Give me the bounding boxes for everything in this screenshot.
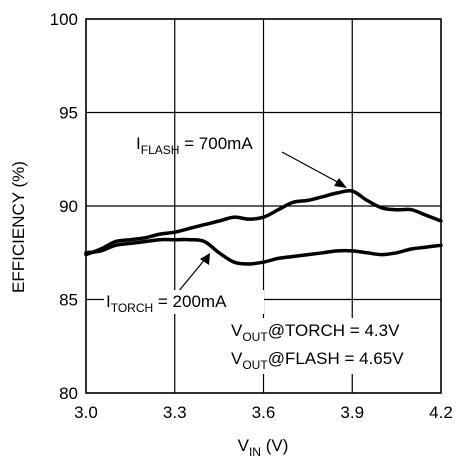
- condition-flash: VOUT@FLASH = 4.65V: [231, 349, 404, 372]
- y-tick-label-3: 95: [59, 104, 78, 123]
- series-line-torch: [84, 237, 443, 266]
- x-tick-label-2: 3.6: [252, 403, 276, 422]
- torch-label-bg: [104, 290, 264, 314]
- y-tick-label-1: 85: [59, 291, 78, 310]
- series-lines: [84, 188, 443, 266]
- tick-labels: 3.0 3.3 3.6 3.9 4.2 80 85 90 95 100: [50, 10, 453, 422]
- x-axis-title-unit: (V): [261, 436, 288, 455]
- x-axis-title: VIN (V): [238, 436, 289, 459]
- series-line-flash: [84, 188, 443, 257]
- flash-label: IFLASH = 700mA: [136, 134, 253, 157]
- x-tick-label-1: 3.3: [163, 403, 187, 422]
- x-axis-title-sub: IN: [249, 445, 261, 459]
- y-tick-label-2: 90: [59, 197, 78, 216]
- y-tick-label-4: 100: [50, 10, 78, 29]
- x-axis-title-main: V: [238, 436, 250, 455]
- conditions-bg: [226, 318, 440, 374]
- plot-frame: [85, 18, 442, 394]
- x-tick-label-0: 3.0: [74, 403, 98, 422]
- torch-label: ITORCH = 200mA: [106, 292, 227, 315]
- y-tick-label-0: 80: [59, 384, 78, 403]
- torch-arrow-head: [200, 253, 210, 265]
- torch-arrow-line: [177, 257, 207, 293]
- flash-arrow-head: [334, 178, 347, 188]
- x-tick-label-3: 3.9: [340, 403, 364, 422]
- annotations: IFLASH = 700mA ITORCH = 200mA VOUT@TORCH…: [104, 134, 440, 374]
- flash-arrow-line: [281, 151, 344, 186]
- x-tick-label-4: 4.2: [429, 403, 453, 422]
- condition-torch: VOUT@TORCH = 4.3V: [231, 321, 400, 344]
- y-axis-title: EFFICIENCY (%): [9, 161, 28, 293]
